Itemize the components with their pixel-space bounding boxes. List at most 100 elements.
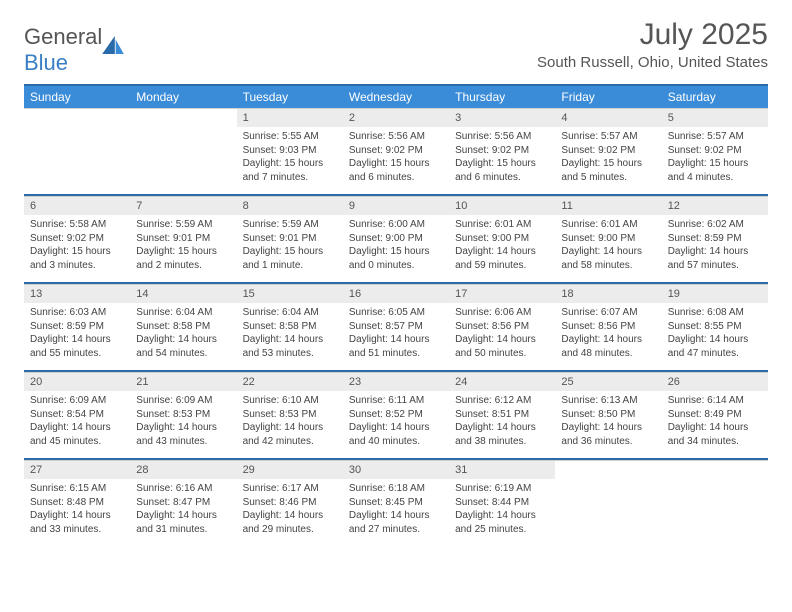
day-number: 1 — [237, 109, 343, 128]
day-content-row: Sunrise: 6:15 AMSunset: 8:48 PMDaylight:… — [24, 479, 768, 546]
day-content-row: Sunrise: 5:58 AMSunset: 9:02 PMDaylight:… — [24, 215, 768, 283]
calendar-table: SundayMondayTuesdayWednesdayThursdayFrid… — [24, 84, 768, 546]
day-number: 8 — [237, 197, 343, 216]
day-cell — [130, 127, 236, 195]
day-number: 30 — [343, 461, 449, 480]
day-number: 17 — [449, 285, 555, 304]
day-cell: Sunrise: 6:16 AMSunset: 8:47 PMDaylight:… — [130, 479, 236, 546]
day-number: 19 — [662, 285, 768, 304]
day-cell: Sunrise: 6:10 AMSunset: 8:53 PMDaylight:… — [237, 391, 343, 459]
day-cell — [662, 479, 768, 546]
day-cell: Sunrise: 6:07 AMSunset: 8:56 PMDaylight:… — [555, 303, 661, 371]
day-number: 10 — [449, 197, 555, 216]
calendar-body: 12345Sunrise: 5:55 AMSunset: 9:03 PMDayl… — [24, 109, 768, 547]
day-number: 28 — [130, 461, 236, 480]
day-number: 18 — [555, 285, 661, 304]
day-cell: Sunrise: 6:12 AMSunset: 8:51 PMDaylight:… — [449, 391, 555, 459]
day-number: 23 — [343, 373, 449, 392]
day-number: 26 — [662, 373, 768, 392]
day-cell: Sunrise: 6:02 AMSunset: 8:59 PMDaylight:… — [662, 215, 768, 283]
day-cell: Sunrise: 6:11 AMSunset: 8:52 PMDaylight:… — [343, 391, 449, 459]
day-cell: Sunrise: 5:57 AMSunset: 9:02 PMDaylight:… — [662, 127, 768, 195]
day-number: 14 — [130, 285, 236, 304]
day-cell: Sunrise: 6:15 AMSunset: 8:48 PMDaylight:… — [24, 479, 130, 546]
day-cell: Sunrise: 6:08 AMSunset: 8:55 PMDaylight:… — [662, 303, 768, 371]
day-header: Saturday — [662, 85, 768, 109]
day-number-row: 6789101112 — [24, 197, 768, 216]
day-number: 31 — [449, 461, 555, 480]
page-header: General Blue July 2025 South Russell, Oh… — [24, 18, 768, 76]
day-number: 12 — [662, 197, 768, 216]
day-cell: Sunrise: 6:13 AMSunset: 8:50 PMDaylight:… — [555, 391, 661, 459]
day-cell: Sunrise: 6:01 AMSunset: 9:00 PMDaylight:… — [555, 215, 661, 283]
day-number: 5 — [662, 109, 768, 128]
day-number-row: 20212223242526 — [24, 373, 768, 392]
day-number: 22 — [237, 373, 343, 392]
day-number: 11 — [555, 197, 661, 216]
day-number — [130, 109, 236, 128]
day-number: 20 — [24, 373, 130, 392]
day-cell: Sunrise: 6:09 AMSunset: 8:54 PMDaylight:… — [24, 391, 130, 459]
month-title: July 2025 — [537, 18, 768, 52]
day-header: Tuesday — [237, 85, 343, 109]
day-number: 4 — [555, 109, 661, 128]
day-content-row: Sunrise: 5:55 AMSunset: 9:03 PMDaylight:… — [24, 127, 768, 195]
day-content-row: Sunrise: 6:03 AMSunset: 8:59 PMDaylight:… — [24, 303, 768, 371]
day-number: 16 — [343, 285, 449, 304]
logo-part1: General — [24, 24, 102, 49]
day-number — [24, 109, 130, 128]
day-cell: Sunrise: 6:17 AMSunset: 8:46 PMDaylight:… — [237, 479, 343, 546]
day-cell: Sunrise: 6:00 AMSunset: 9:00 PMDaylight:… — [343, 215, 449, 283]
day-number: 21 — [130, 373, 236, 392]
day-header: Thursday — [449, 85, 555, 109]
day-number — [555, 461, 661, 480]
title-block: July 2025 South Russell, Ohio, United St… — [537, 18, 768, 71]
day-cell: Sunrise: 6:09 AMSunset: 8:53 PMDaylight:… — [130, 391, 236, 459]
day-cell: Sunrise: 5:56 AMSunset: 9:02 PMDaylight:… — [449, 127, 555, 195]
day-cell: Sunrise: 5:55 AMSunset: 9:03 PMDaylight:… — [237, 127, 343, 195]
day-cell — [555, 479, 661, 546]
day-cell: Sunrise: 5:59 AMSunset: 9:01 PMDaylight:… — [237, 215, 343, 283]
day-number: 7 — [130, 197, 236, 216]
day-number: 25 — [555, 373, 661, 392]
calendar-page: General Blue July 2025 South Russell, Oh… — [0, 0, 792, 564]
day-cell: Sunrise: 6:19 AMSunset: 8:44 PMDaylight:… — [449, 479, 555, 546]
day-cell: Sunrise: 6:05 AMSunset: 8:57 PMDaylight:… — [343, 303, 449, 371]
day-cell: Sunrise: 6:04 AMSunset: 8:58 PMDaylight:… — [130, 303, 236, 371]
day-cell: Sunrise: 5:59 AMSunset: 9:01 PMDaylight:… — [130, 215, 236, 283]
day-cell: Sunrise: 5:57 AMSunset: 9:02 PMDaylight:… — [555, 127, 661, 195]
day-header: Sunday — [24, 85, 130, 109]
day-cell: Sunrise: 6:01 AMSunset: 9:00 PMDaylight:… — [449, 215, 555, 283]
logo: General Blue — [24, 24, 124, 76]
day-number: 6 — [24, 197, 130, 216]
day-header: Monday — [130, 85, 236, 109]
day-cell: Sunrise: 6:06 AMSunset: 8:56 PMDaylight:… — [449, 303, 555, 371]
location: South Russell, Ohio, United States — [537, 54, 768, 71]
day-cell: Sunrise: 6:18 AMSunset: 8:45 PMDaylight:… — [343, 479, 449, 546]
day-number: 24 — [449, 373, 555, 392]
day-number: 9 — [343, 197, 449, 216]
day-cell: Sunrise: 6:04 AMSunset: 8:58 PMDaylight:… — [237, 303, 343, 371]
day-number-row: 12345 — [24, 109, 768, 128]
day-number: 27 — [24, 461, 130, 480]
day-number-row: 2728293031 — [24, 461, 768, 480]
day-number: 2 — [343, 109, 449, 128]
day-header: Friday — [555, 85, 661, 109]
day-content-row: Sunrise: 6:09 AMSunset: 8:54 PMDaylight:… — [24, 391, 768, 459]
day-header: Wednesday — [343, 85, 449, 109]
day-cell: Sunrise: 6:03 AMSunset: 8:59 PMDaylight:… — [24, 303, 130, 371]
day-cell — [24, 127, 130, 195]
day-cell: Sunrise: 5:56 AMSunset: 9:02 PMDaylight:… — [343, 127, 449, 195]
day-cell: Sunrise: 6:14 AMSunset: 8:49 PMDaylight:… — [662, 391, 768, 459]
day-number: 15 — [237, 285, 343, 304]
day-number: 3 — [449, 109, 555, 128]
day-number: 29 — [237, 461, 343, 480]
day-header-row: SundayMondayTuesdayWednesdayThursdayFrid… — [24, 85, 768, 109]
logo-text: General Blue — [24, 24, 102, 76]
logo-part2: Blue — [24, 50, 68, 75]
day-number: 13 — [24, 285, 130, 304]
logo-sail-icon — [102, 36, 124, 54]
day-number-row: 13141516171819 — [24, 285, 768, 304]
day-cell: Sunrise: 5:58 AMSunset: 9:02 PMDaylight:… — [24, 215, 130, 283]
day-number — [662, 461, 768, 480]
